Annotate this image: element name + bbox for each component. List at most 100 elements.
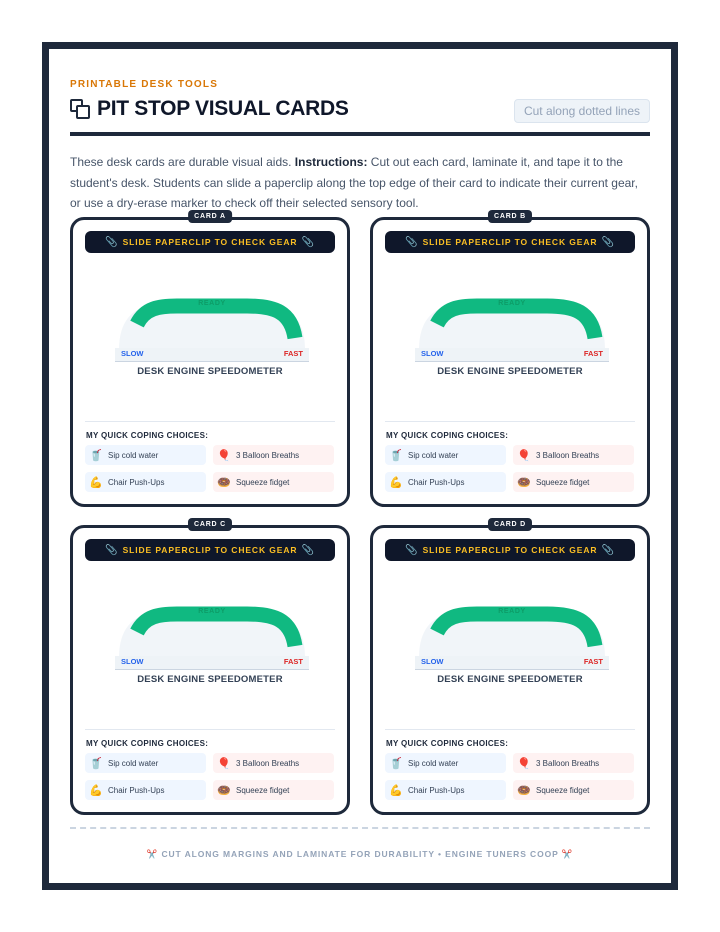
balloon-icon: 🎈 (217, 449, 231, 462)
card-tag: CARD D (487, 518, 533, 531)
flexed-arm-icon: 💪 (89, 476, 103, 489)
title-divider (70, 132, 650, 136)
choice-label: Sip cold water (108, 450, 159, 460)
paperclip-icon: 📎 (405, 544, 419, 556)
choice-label: 3 Balloon Breaths (236, 450, 300, 460)
choice-label: Chair Push-Ups (408, 477, 465, 487)
choice-label: Sip cold water (408, 450, 459, 460)
fast-label: FAST (583, 349, 603, 358)
donut-icon: 🍩 (517, 476, 531, 489)
choice-label: Squeeze fidget (536, 477, 590, 487)
ready-label: READY (498, 300, 526, 307)
ready-label: READY (198, 300, 226, 307)
donut-icon: 🍩 (517, 784, 531, 797)
gauge-base: SLOW FAST (115, 656, 309, 670)
gauge-title: DESK ENGINE SPEEDOMETER (437, 674, 583, 685)
flexed-arm-icon: 💪 (89, 784, 103, 797)
choices-title: MY QUICK COPING CHOICES: (86, 739, 209, 748)
paperclip-track[interactable]: 📎 SLIDE PAPERCLIP TO CHECK GEAR 📎 (85, 231, 335, 253)
card-divider (385, 729, 635, 730)
choice-squeeze-fidget[interactable]: 🍩 Squeeze fidget (213, 780, 334, 800)
gauge-title: DESK ENGINE SPEEDOMETER (137, 366, 283, 377)
title-row: PIT STOP VISUAL CARDS (70, 97, 349, 121)
choice-squeeze-fidget[interactable]: 🍩 Squeeze fidget (513, 472, 634, 492)
paperclip-icon: 📎 (301, 544, 315, 556)
choice-balloon-breaths[interactable]: 🎈 3 Balloon Breaths (213, 753, 334, 773)
balloon-icon: 🎈 (517, 449, 531, 462)
choice-chair-pushups[interactable]: 💪 Chair Push-Ups (385, 472, 506, 492)
card-tag: CARD B (487, 210, 533, 223)
card-a: CARD A 📎 SLIDE PAPERCLIP TO CHECK GEAR 📎… (70, 210, 350, 507)
fast-label: FAST (283, 349, 303, 358)
scissors-icon: ✂️ (146, 849, 159, 859)
speedometer-gauge: READY SLOW FAST (415, 602, 609, 670)
choices-title: MY QUICK COPING CHOICES: (386, 431, 509, 440)
fast-label: FAST (283, 657, 303, 666)
card-d: CARD D 📎 SLIDE PAPERCLIP TO CHECK GEAR 📎… (370, 518, 650, 815)
instructions-label: Instructions: (294, 155, 368, 169)
paperclip-track[interactable]: 📎 SLIDE PAPERCLIP TO CHECK GEAR 📎 (385, 539, 635, 561)
clip-instruction: SLIDE PAPERCLIP TO CHECK GEAR (422, 545, 598, 555)
fast-label: FAST (583, 657, 603, 666)
paperclip-track[interactable]: 📎 SLIDE PAPERCLIP TO CHECK GEAR 📎 (85, 539, 335, 561)
eyebrow-label: PRINTABLE DESK TOOLS (70, 79, 219, 90)
ready-label: READY (498, 608, 526, 615)
intro-paragraph: These desk cards are durable visual aids… (70, 152, 650, 214)
choices-title: MY QUICK COPING CHOICES: (86, 431, 209, 440)
speedometer-gauge: READY SLOW FAST (115, 602, 309, 670)
choice-label: Squeeze fidget (236, 785, 290, 795)
gauge-base: SLOW FAST (415, 656, 609, 670)
cup-icon: 🥤 (389, 449, 403, 462)
choices-title: MY QUICK COPING CHOICES: (386, 739, 509, 748)
choice-label: Sip cold water (108, 758, 159, 768)
cup-icon: 🥤 (389, 757, 403, 770)
choice-sip-water[interactable]: 🥤 Sip cold water (385, 445, 506, 465)
footer-text: CUT ALONG MARGINS AND LAMINATE FOR DURAB… (161, 849, 559, 859)
paperclip-icon: 📎 (105, 236, 119, 248)
card-divider (385, 421, 635, 422)
choice-balloon-breaths[interactable]: 🎈 3 Balloon Breaths (513, 753, 634, 773)
choice-label: Squeeze fidget (536, 785, 590, 795)
speedometer-gauge: READY SLOW FAST (415, 294, 609, 362)
clip-instruction: SLIDE PAPERCLIP TO CHECK GEAR (422, 237, 598, 247)
paperclip-track[interactable]: 📎 SLIDE PAPERCLIP TO CHECK GEAR 📎 (385, 231, 635, 253)
choice-label: 3 Balloon Breaths (236, 758, 300, 768)
choice-chair-pushups[interactable]: 💪 Chair Push-Ups (85, 472, 206, 492)
choice-label: Chair Push-Ups (108, 477, 165, 487)
choice-chair-pushups[interactable]: 💪 Chair Push-Ups (85, 780, 206, 800)
card-tag: CARD C (187, 518, 233, 531)
card-c: CARD C 📎 SLIDE PAPERCLIP TO CHECK GEAR 📎… (70, 518, 350, 815)
choice-balloon-breaths[interactable]: 🎈 3 Balloon Breaths (513, 445, 634, 465)
donut-icon: 🍩 (217, 476, 231, 489)
intro-body: Cut out each card, laminate it, and tape… (70, 155, 638, 210)
speedometer-gauge: READY SLOW FAST (115, 294, 309, 362)
gauge-title: DESK ENGINE SPEEDOMETER (137, 674, 283, 685)
slow-label: SLOW (421, 657, 444, 666)
slow-label: SLOW (421, 349, 444, 358)
choice-sip-water[interactable]: 🥤 Sip cold water (385, 753, 506, 773)
choice-sip-water[interactable]: 🥤 Sip cold water (85, 445, 206, 465)
choice-label: Chair Push-Ups (108, 785, 165, 795)
choice-chair-pushups[interactable]: 💪 Chair Push-Ups (385, 780, 506, 800)
choice-label: 3 Balloon Breaths (536, 450, 600, 460)
slow-label: SLOW (121, 657, 144, 666)
ready-label: READY (198, 608, 226, 615)
choice-squeeze-fidget[interactable]: 🍩 Squeeze fidget (513, 780, 634, 800)
scissors-icon: ✂️ (561, 849, 574, 859)
gauge-title: DESK ENGINE SPEEDOMETER (437, 366, 583, 377)
paperclip-icon: 📎 (105, 544, 119, 556)
gauge-base: SLOW FAST (415, 348, 609, 362)
clip-instruction: SLIDE PAPERCLIP TO CHECK GEAR (122, 237, 298, 247)
choice-balloon-breaths[interactable]: 🎈 3 Balloon Breaths (213, 445, 334, 465)
flexed-arm-icon: 💪 (389, 784, 403, 797)
choice-label: Chair Push-Ups (408, 785, 465, 795)
footer-note: ✂️ CUT ALONG MARGINS AND LAMINATE FOR DU… (49, 849, 671, 860)
card-b: CARD B 📎 SLIDE PAPERCLIP TO CHECK GEAR 📎… (370, 210, 650, 507)
choice-label: Squeeze fidget (236, 477, 290, 487)
choice-sip-water[interactable]: 🥤 Sip cold water (85, 753, 206, 773)
intro-lead: These desk cards are durable visual aids… (70, 155, 295, 169)
slow-label: SLOW (121, 349, 144, 358)
cup-icon: 🥤 (89, 757, 103, 770)
choice-squeeze-fidget[interactable]: 🍩 Squeeze fidget (213, 472, 334, 492)
printable-sheet: PRINTABLE DESK TOOLS PIT STOP VISUAL CAR… (42, 42, 678, 890)
